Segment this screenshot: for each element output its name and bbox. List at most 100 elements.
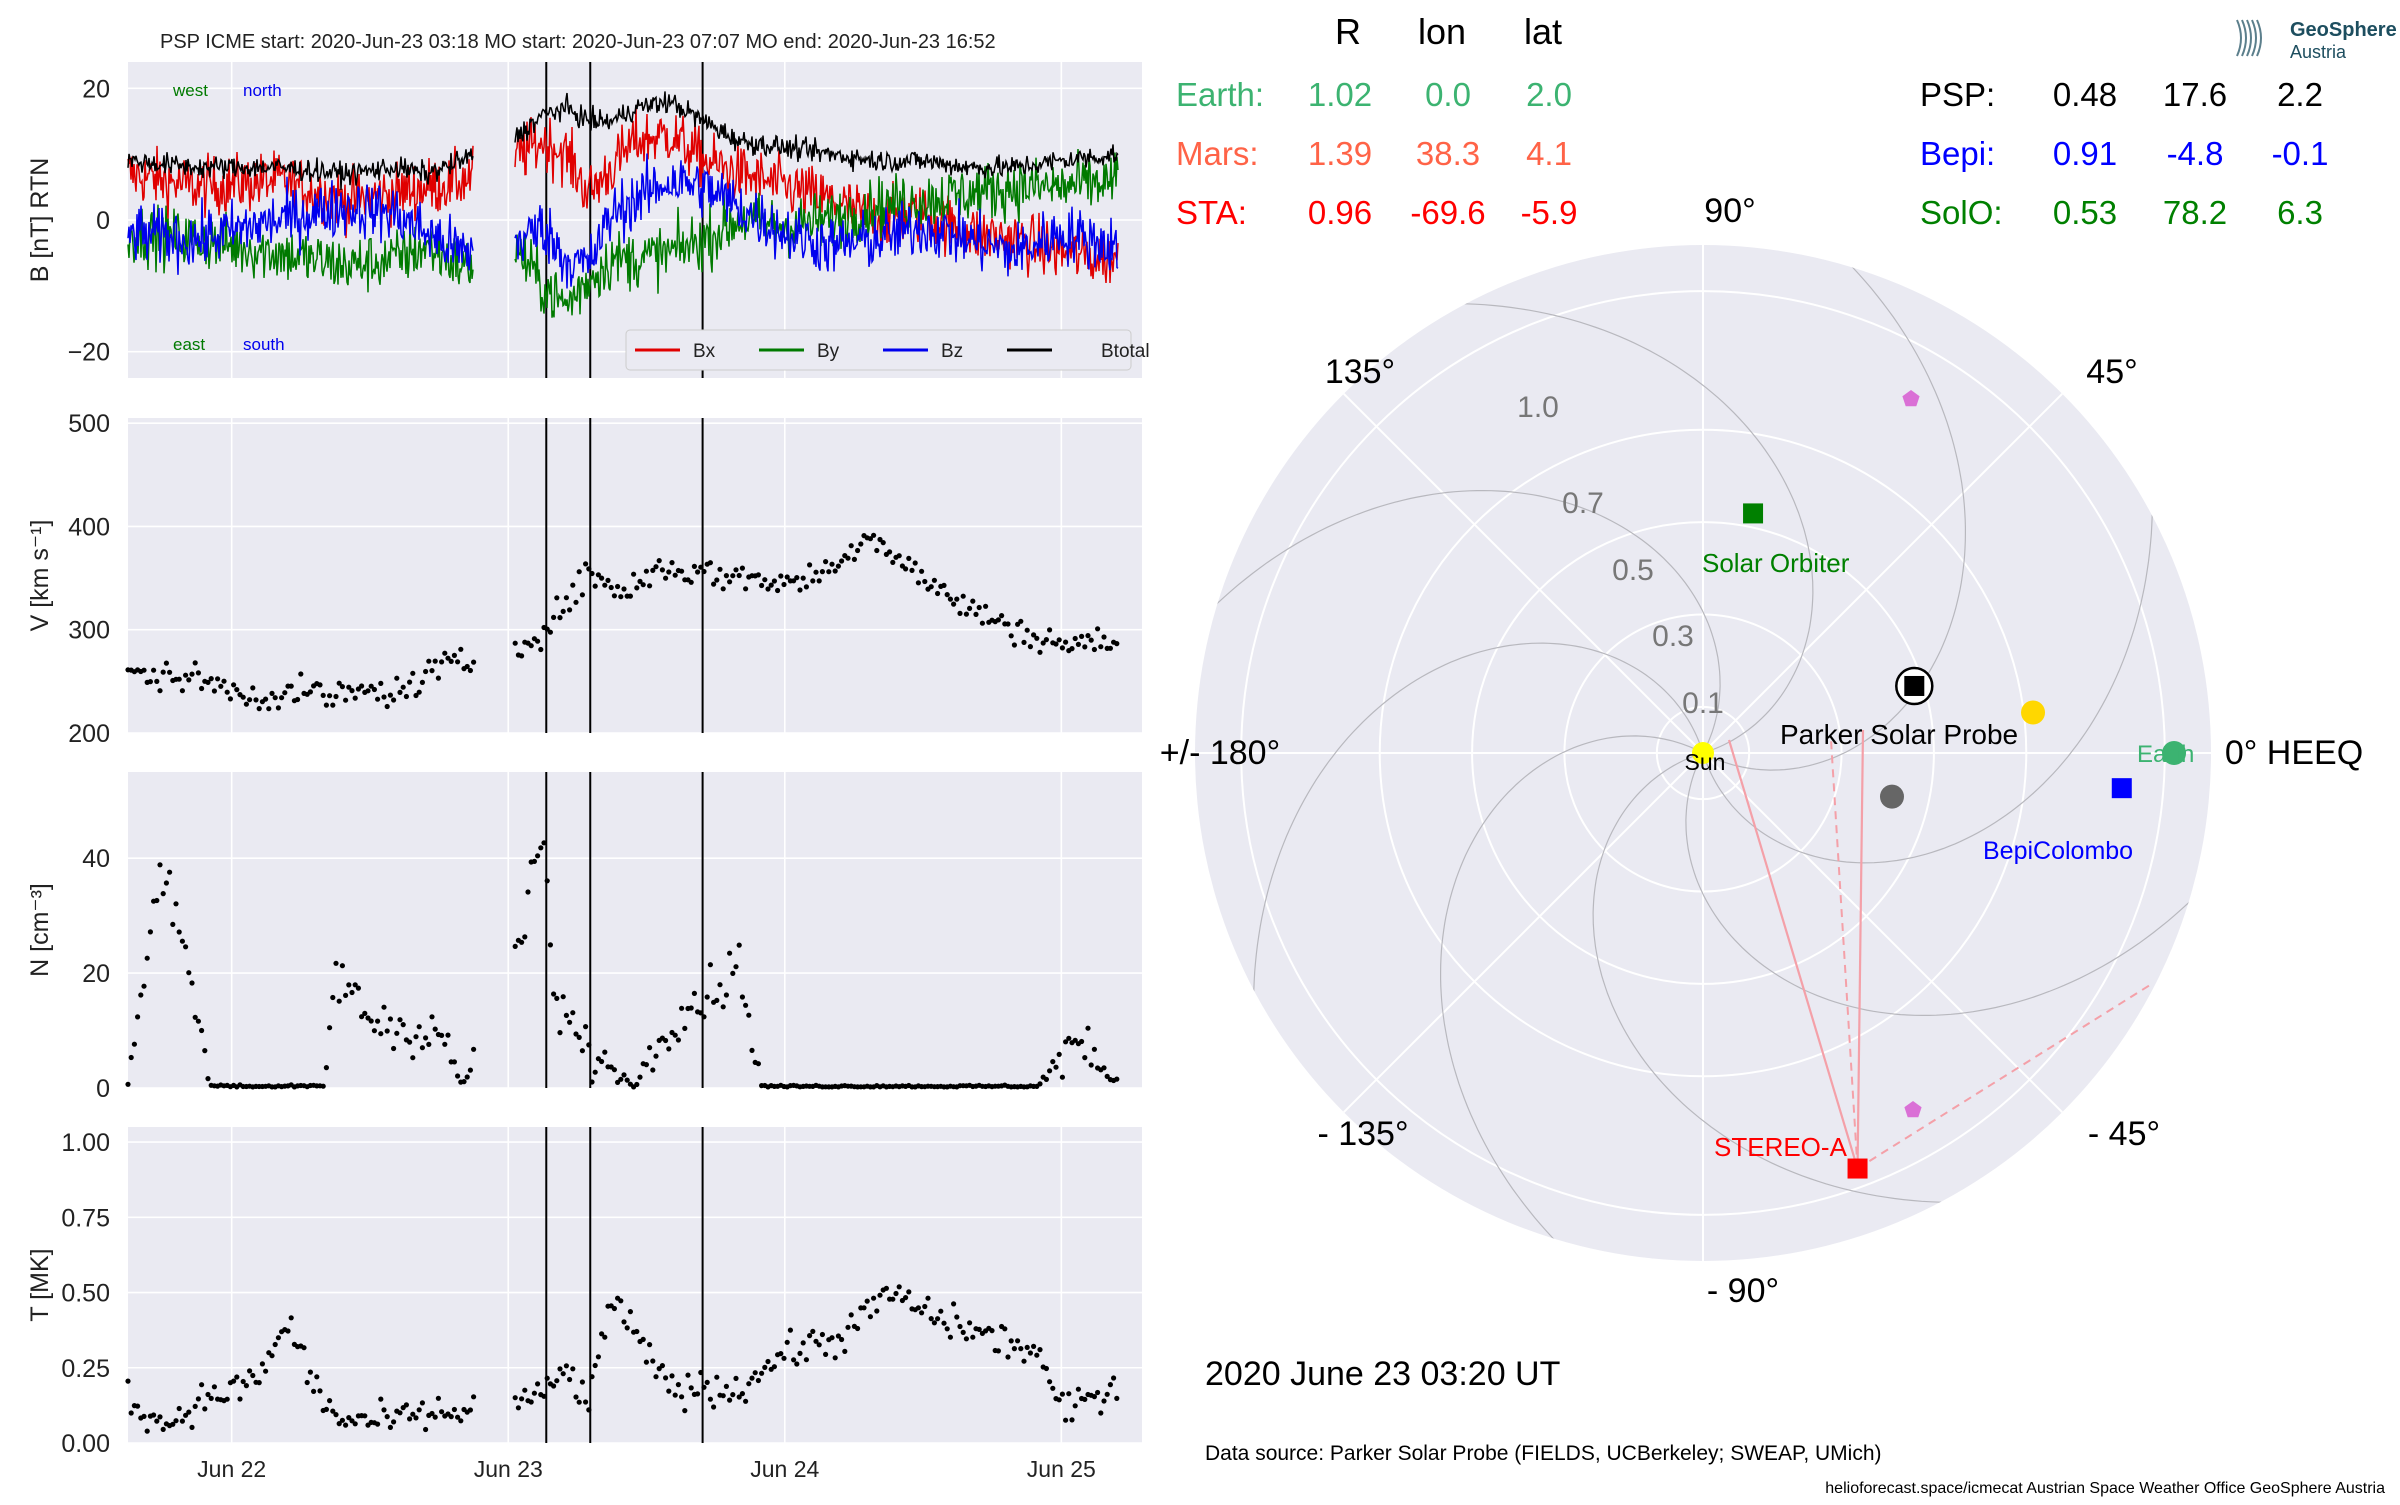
temperature-data-point: [599, 1331, 605, 1337]
speed-data-point: [295, 696, 301, 703]
speed-y-tick-label: 300: [68, 617, 110, 645]
density-data-point: [592, 1069, 598, 1075]
speed-data-point: [762, 577, 768, 583]
parker-spiral: [1702, 379, 2153, 864]
density-data-point: [583, 1024, 589, 1030]
speed-data-point: [579, 592, 586, 598]
speed-data-point: [455, 659, 461, 665]
temperature-data-point: [922, 1303, 928, 1310]
temperature-data-point: [944, 1326, 950, 1332]
density-data-point: [1091, 1046, 1097, 1052]
temperature-data-point: [935, 1316, 941, 1322]
speed-data-point: [896, 553, 902, 559]
density-data-point: [375, 1018, 381, 1024]
temperature-data-point: [816, 1342, 822, 1348]
speed-data-point: [298, 671, 304, 677]
speed-data-point: [807, 562, 813, 568]
polar-plot: 90° 45° 0° HEEQ - 45° - 90° - 135° +/- 180° 135…: [1160, 192, 2363, 1310]
temperature-data-point: [1050, 1385, 1056, 1391]
density-data-point: [176, 929, 182, 935]
temperature-data-point: [624, 1325, 630, 1331]
temperature-data-point: [1063, 1417, 1069, 1423]
temperature-data-point: [669, 1373, 675, 1379]
temperature-data-point: [1082, 1396, 1088, 1402]
logo-mark: [2246, 19, 2252, 57]
temperature-data-point: [269, 1353, 275, 1359]
speed-data-point: [1034, 635, 1040, 641]
speed-data-point: [698, 564, 704, 570]
temperature-data-point: [688, 1385, 694, 1391]
label-south: south: [243, 335, 285, 354]
density-data-point: [464, 1074, 470, 1080]
temperature-data-point: [771, 1364, 778, 1370]
temperature-data-point: [928, 1316, 934, 1322]
density-y-tick-label: 40: [82, 845, 110, 873]
speed-data-point: [423, 668, 429, 675]
parker-spiral: [1592, 752, 2077, 1204]
table-left-lon: 0.0: [1425, 76, 1471, 113]
speed-data-point: [279, 695, 285, 701]
temperature-data-point: [339, 1417, 345, 1423]
density-data-point: [330, 994, 336, 1001]
temperature-data-point: [243, 1383, 249, 1389]
temperature-data-point: [867, 1314, 874, 1320]
temperature-data-point: [186, 1409, 192, 1415]
speed-data-point: [547, 629, 554, 635]
density-data-point: [432, 1026, 438, 1032]
speed-data-point: [637, 578, 643, 585]
temperature-data-point: [535, 1381, 541, 1387]
temperature-data-point: [234, 1374, 240, 1380]
temperature-data-point: [1047, 1379, 1053, 1385]
temperature-data-point: [1075, 1386, 1081, 1392]
series-bz-line: [514, 153, 1119, 289]
speed-data-point: [554, 595, 560, 601]
temperature-data-point: [947, 1334, 954, 1340]
temperature-data-point: [813, 1338, 819, 1344]
density-data-point: [131, 1041, 137, 1047]
temperature-data-point: [823, 1351, 829, 1357]
density-data-point: [535, 853, 541, 859]
density-data-point: [525, 889, 531, 895]
density-data-point: [154, 897, 160, 904]
density-data-point: [378, 1031, 384, 1037]
temperature-data-point: [275, 1335, 281, 1341]
temperature-data-point: [951, 1301, 957, 1307]
speed-data-point: [608, 584, 614, 591]
temperature-data-point: [618, 1298, 624, 1304]
density-data-point: [1059, 1074, 1065, 1080]
density-data-point: [589, 1079, 595, 1085]
temperature-data-point: [346, 1415, 352, 1421]
density-data-point: [349, 989, 355, 996]
speed-data-point: [330, 702, 336, 708]
density-data-point: [1053, 1064, 1059, 1070]
mag-y-tick-label: 20: [82, 75, 110, 103]
speed-data-point: [157, 688, 163, 694]
temperature-data-point: [695, 1391, 701, 1397]
temperature-data-point: [432, 1414, 438, 1420]
speed-data-point: [365, 688, 371, 694]
speed-data-point: [679, 568, 685, 574]
density-data-point: [743, 1002, 749, 1008]
table-right-lat: 6.3: [2277, 194, 2323, 231]
temperature-data-point: [583, 1399, 589, 1405]
speed-data-point: [909, 567, 915, 574]
temperature-data-point: [807, 1333, 813, 1339]
speed-data-point: [656, 558, 662, 564]
speed-data-point: [739, 565, 746, 571]
sta-fov-line: [1856, 729, 1865, 1169]
speed-data-point: [919, 568, 925, 574]
table-right-r: 0.53: [2053, 194, 2117, 231]
temperature-data-point: [317, 1388, 323, 1394]
temperature-data-point: [160, 1426, 166, 1432]
density-data-point: [189, 980, 195, 986]
temperature-data-point: [704, 1379, 710, 1385]
density-data-point: [339, 963, 345, 969]
temperature-data-point: [1101, 1398, 1107, 1404]
speed-data-point: [391, 697, 397, 703]
speed-data-point: [695, 569, 701, 575]
density-data-point: [647, 1045, 653, 1051]
speed-data-point: [851, 556, 858, 563]
density-data-point: [599, 1058, 605, 1065]
density-data-point: [141, 983, 147, 989]
